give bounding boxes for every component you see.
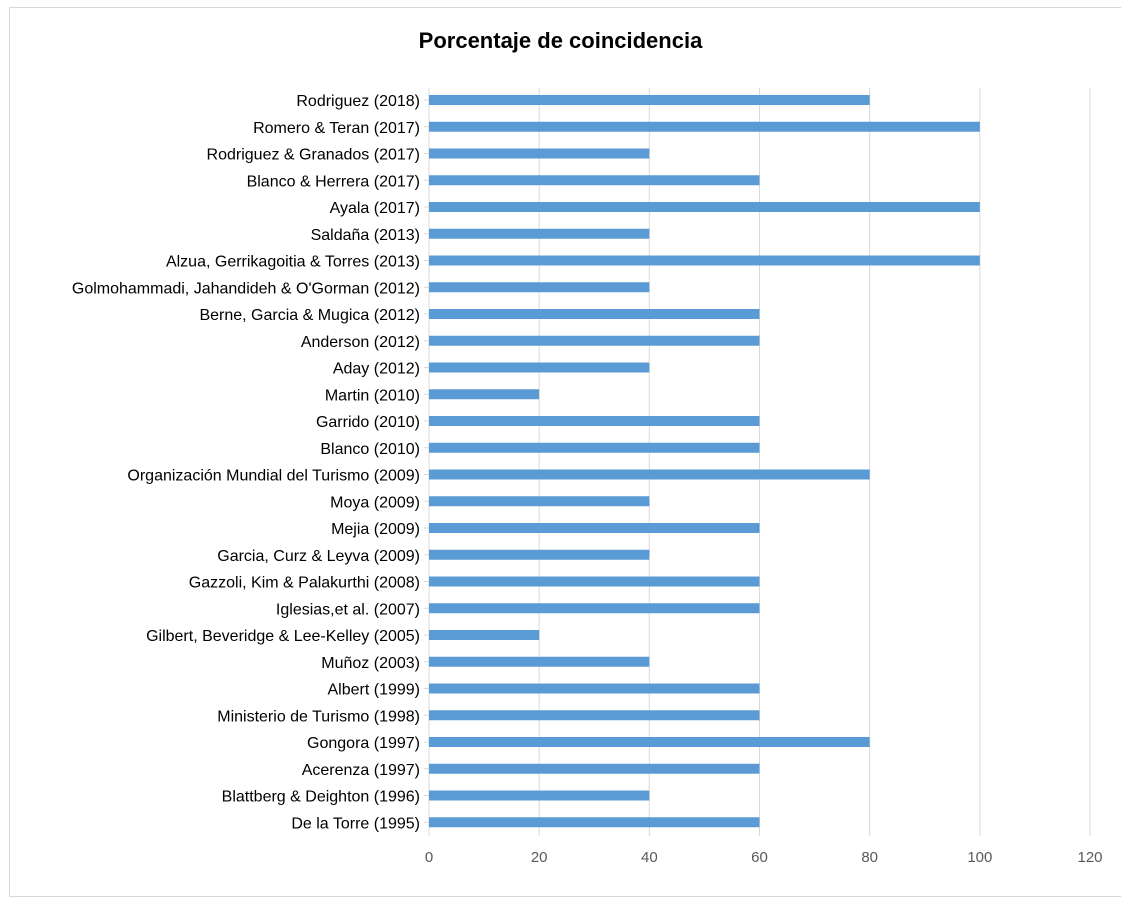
bar [429, 175, 760, 186]
chart-title: Porcentaje de coincidencia [418, 28, 703, 53]
x-tick-label: 100 [967, 849, 992, 866]
x-tick-label: 0 [425, 849, 433, 866]
category-label: Gazzoli, Kim & Palakurthi (2008) [189, 575, 420, 592]
bar [429, 603, 760, 614]
x-tick-label: 120 [1077, 849, 1102, 866]
x-tick-label: 40 [641, 849, 658, 866]
bar [429, 95, 870, 105]
category-label: Acerenza (1997) [302, 762, 420, 779]
bar [429, 362, 650, 373]
category-label: Muñoz (2003) [321, 655, 420, 672]
category-label: Martin (2010) [325, 387, 420, 404]
bar [429, 469, 870, 480]
category-label: Anderson (2012) [301, 334, 420, 351]
bar [429, 496, 650, 507]
bar [429, 523, 760, 533]
category-label: Organización Mundial del Turismo (2009) [127, 468, 420, 485]
category-label: Blanco (2010) [320, 441, 420, 458]
category-label: Iglesias,et al. (2007) [276, 601, 420, 618]
category-label: Gongora (1997) [307, 735, 420, 752]
category-label: Saldaña (2013) [311, 227, 420, 244]
bar [429, 763, 760, 774]
category-label: Romero & Teran (2017) [253, 120, 420, 137]
category-label: De la Torre (1995) [291, 815, 420, 832]
bar [429, 282, 650, 293]
category-label: Gilbert, Beveridge & Lee-Kelley (2005) [146, 628, 420, 645]
bar [429, 148, 650, 159]
bar [429, 630, 540, 640]
category-label: Ministerio de Turismo (1998) [217, 708, 420, 725]
category-label: Blattberg & Deighton (1996) [222, 789, 420, 806]
category-label: Rodriguez & Granados (2017) [207, 147, 420, 164]
x-tick-label: 20 [531, 849, 548, 866]
bar [429, 121, 980, 132]
bar [429, 202, 980, 212]
bar [429, 389, 540, 400]
category-label: Alzua, Gerrikagoitia & Torres (2013) [166, 254, 420, 271]
category-label: Blanco & Herrera (2017) [247, 173, 420, 190]
bar [429, 817, 760, 828]
category-label: Mejia (2009) [331, 521, 420, 538]
x-tick-label: 80 [861, 849, 878, 866]
bar [429, 255, 980, 266]
category-label: Albert (1999) [328, 682, 421, 699]
category-label: Berne, Garcia & Mugica (2012) [199, 307, 420, 324]
bar [429, 335, 760, 346]
category-label: Aday (2012) [333, 361, 420, 378]
bar [429, 576, 760, 587]
category-label: Moya (2009) [330, 494, 420, 511]
bar [429, 710, 760, 721]
bar [429, 416, 760, 426]
category-label: Garrido (2010) [316, 414, 420, 431]
x-tick-label: 60 [751, 849, 768, 866]
category-label: Garcia, Curz & Leyva (2009) [217, 548, 420, 565]
category-label: Rodriguez (2018) [296, 93, 420, 110]
bar [429, 442, 760, 453]
bar [429, 683, 760, 694]
bar [429, 309, 760, 319]
bar [429, 737, 870, 747]
bar [429, 549, 650, 560]
category-label: Ayala (2017) [330, 200, 420, 217]
category-label: Golmohammadi, Jahandideh & O'Gorman (201… [72, 280, 420, 297]
bar [429, 656, 650, 667]
bar [429, 790, 650, 801]
bar [429, 228, 650, 239]
